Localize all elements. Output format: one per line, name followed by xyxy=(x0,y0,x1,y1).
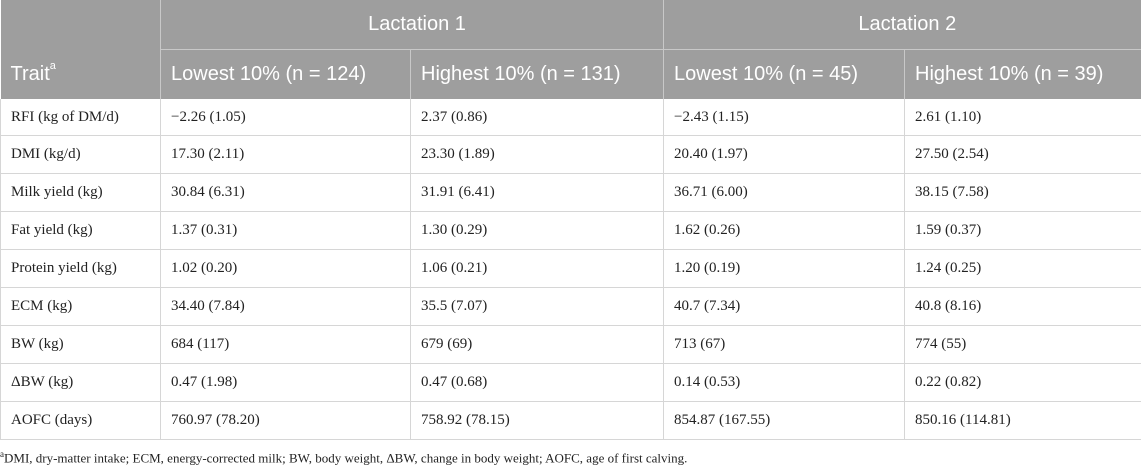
value-cell: 0.47 (0.68) xyxy=(410,363,665,402)
value-cell: −2.26 (1.05) xyxy=(160,99,411,136)
value-cell: 1.59 (0.37) xyxy=(904,211,1141,250)
value-cell: 774 (55) xyxy=(904,325,1141,364)
value-cell: 36.71 (6.00) xyxy=(663,173,906,212)
column-header-l2-lowest: Lowest 10% (n = 45) xyxy=(663,49,906,99)
value-cell: 1.62 (0.26) xyxy=(663,211,906,250)
trait-header-footnote-marker: a xyxy=(49,60,56,73)
value-cell: 35.5 (7.07) xyxy=(410,287,665,326)
header-blank-cell xyxy=(0,0,161,50)
table-row: RFI (kg of DM/d) −2.26 (1.05) 2.37 (0.86) −… xyxy=(0,99,1141,136)
value-cell: 2.61 (1.10) xyxy=(904,99,1141,136)
value-cell: 1.24 (0.25) xyxy=(904,249,1141,288)
trait-cell: RFI (kg of DM/d) xyxy=(0,99,161,136)
value-cell: 1.02 (0.20) xyxy=(160,249,411,288)
value-cell: 760.97 (78.20) xyxy=(160,401,411,440)
value-cell: 679 (69) xyxy=(410,325,665,364)
value-cell: 20.40 (1.97) xyxy=(663,135,906,174)
table-row: Fat yield (kg) 1.37 (0.31) 1.30 (0.29) 1.62… xyxy=(0,211,1141,250)
column-header-l1-highest: Highest 10% (n = 131) xyxy=(410,49,665,99)
value-cell: 684 (117) xyxy=(160,325,411,364)
value-cell: 34.40 (7.84) xyxy=(160,287,411,326)
value-cell: 850.16 (114.81) xyxy=(904,401,1141,440)
value-cell: 1.20 (0.19) xyxy=(663,249,906,288)
table-row: AOFC (days) 760.97 (78.20) 758.92 (78.15) 8… xyxy=(0,401,1141,440)
value-cell: 23.30 (1.89) xyxy=(410,135,665,174)
table-row: ECM (kg) 34.40 (7.84) 35.5 (7.07) 40.7 (7.3… xyxy=(0,287,1141,326)
group-header-lactation-2: Lactation 2 xyxy=(663,0,1141,50)
trait-cell: Protein yield (kg) xyxy=(0,249,161,288)
footnote-text: DMI, dry-matter intake; ECM, energy-corr… xyxy=(4,450,688,466)
footnote-marker: a xyxy=(0,449,4,459)
trait-cell: AOFC (days) xyxy=(0,401,161,440)
trait-header-label: Trait xyxy=(10,62,50,85)
value-cell: 0.47 (1.98) xyxy=(160,363,411,402)
value-cell: 30.84 (6.31) xyxy=(160,173,411,212)
value-cell: 17.30 (2.11) xyxy=(160,135,411,174)
table-row: DMI (kg/d) 17.30 (2.11) 23.30 (1.89) 20.40 … xyxy=(0,135,1141,174)
column-header-row: Traita Lowest 10% (n = 124) Highest 10% … xyxy=(0,49,1141,99)
trait-cell: ECM (kg) xyxy=(0,287,161,326)
value-cell: 0.14 (0.53) xyxy=(663,363,906,402)
column-header-trait: Traita xyxy=(0,49,161,99)
value-cell: 40.8 (8.16) xyxy=(904,287,1141,326)
value-cell: 31.91 (6.41) xyxy=(410,173,665,212)
trait-cell: DMI (kg/d) xyxy=(0,135,161,174)
value-cell: 1.30 (0.29) xyxy=(410,211,665,250)
value-cell: 1.37 (0.31) xyxy=(160,211,411,250)
column-header-l2-highest: Highest 10% (n = 39) xyxy=(904,49,1141,99)
value-cell: 40.7 (7.34) xyxy=(663,287,906,326)
table-row: Protein yield (kg) 1.02 (0.20) 1.06 (0.21)… xyxy=(0,249,1141,288)
value-cell: −2.43 (1.15) xyxy=(663,99,906,136)
group-header-row: Lactation 1 Lactation 2 xyxy=(0,0,1141,50)
group-header-lactation-1: Lactation 1 xyxy=(160,0,665,50)
trait-cell: Fat yield (kg) xyxy=(0,211,161,250)
value-cell: 27.50 (2.54) xyxy=(904,135,1141,174)
table-footnote: aDMI, dry-matter intake; ECM, energy-cor… xyxy=(0,449,687,466)
table-row: BW (kg) 684 (117) 679 (69) 713 (67) 774 (55) xyxy=(0,325,1141,364)
data-table: Lactation 1 Lactation 2 Traita Lowest 10… xyxy=(0,0,1141,440)
table-row: ΔBW (kg) 0.47 (1.98) 0.47 (0.68) 0.14 (0.53… xyxy=(0,363,1141,402)
value-cell: 38.15 (7.58) xyxy=(904,173,1141,212)
trait-cell: BW (kg) xyxy=(0,325,161,364)
value-cell: 854.87 (167.55) xyxy=(663,401,906,440)
value-cell: 1.06 (0.21) xyxy=(410,249,665,288)
column-header-l1-lowest: Lowest 10% (n = 124) xyxy=(160,49,411,99)
table-body: RFI (kg of DM/d) −2.26 (1.05) 2.37 (0.86) −… xyxy=(0,99,1141,440)
table-row: Milk yield (kg) 30.84 (6.31) 31.91 (6.41) 3… xyxy=(0,173,1141,212)
value-cell: 0.22 (0.82) xyxy=(904,363,1141,402)
value-cell: 713 (67) xyxy=(663,325,906,364)
table-header: Lactation 1 Lactation 2 Traita Lowest 10… xyxy=(0,0,1141,99)
value-cell: 758.92 (78.15) xyxy=(410,401,665,440)
trait-cell: Milk yield (kg) xyxy=(0,173,161,212)
value-cell: 2.37 (0.86) xyxy=(410,99,665,136)
trait-cell: ΔBW (kg) xyxy=(0,363,161,402)
